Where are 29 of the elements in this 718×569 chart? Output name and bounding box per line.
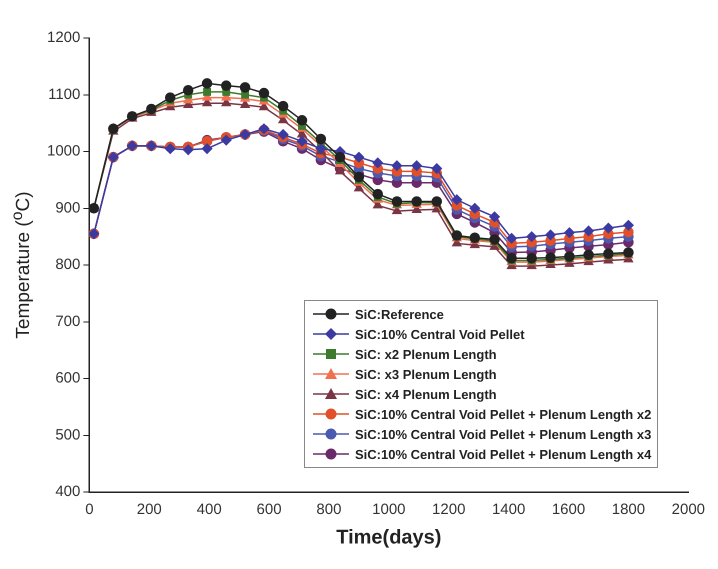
x-tick-label: 600: [256, 501, 282, 518]
y-tick-label: 600: [55, 370, 80, 387]
y-tick-label: 1200: [46, 29, 80, 46]
legend-label: SiC:10% Central Void Pellet + Plenum Length x2: [355, 406, 652, 422]
legend-label: SiC:10% Central Void Pellet + Plenum Length x3: [355, 426, 652, 442]
y-tick-label: 700: [55, 312, 80, 330]
x-axis-title: Time(days): [336, 526, 442, 549]
x-tick-label: 400: [196, 501, 222, 518]
legend-label: SiC:Reference: [355, 306, 444, 322]
x-tick-label: 1600: [552, 501, 586, 518]
x-tick-label: 2000: [672, 501, 706, 518]
legend-label: SiC:10% Central Void Pellet + Plenum Length x4: [355, 446, 652, 462]
legend-label: SiC: x4 Plenum Length: [355, 386, 497, 402]
x-tick-label: 800: [316, 501, 342, 518]
y-tick-label: 500: [55, 426, 80, 444]
legend-label: SiC:10% Central Void Pellet: [355, 326, 525, 342]
x-tick-label: 1000: [372, 501, 406, 518]
y-tick-label: 800: [55, 256, 80, 274]
legend-label: SiC: x3 Plenum Length: [355, 366, 497, 382]
y-tick-label: 1000: [46, 142, 80, 160]
legend-label: SiC: x2 Plenum Length: [355, 346, 497, 362]
x-tick-label: 200: [136, 501, 162, 518]
y-tick-label: 900: [55, 199, 80, 216]
x-tick-label: 0: [85, 501, 94, 518]
x-tick-label: 1200: [432, 501, 466, 518]
x-tick-label: 1400: [492, 501, 526, 518]
x-tick-label: 1800: [612, 501, 646, 518]
y-tick-label: 400: [55, 483, 80, 500]
y-tick-label: 1100: [48, 86, 80, 103]
